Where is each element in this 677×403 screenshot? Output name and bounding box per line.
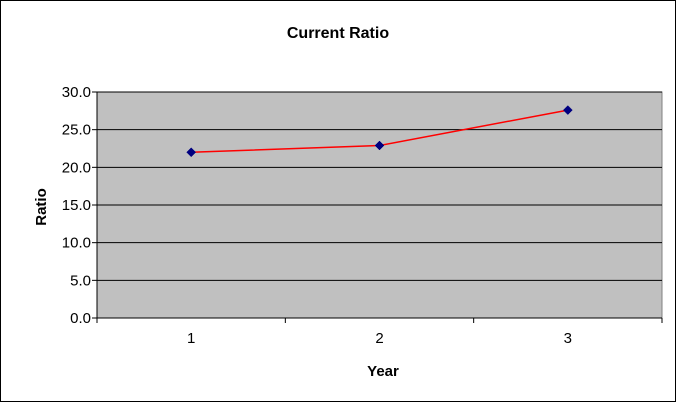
- y-tick-label: 25.0: [62, 122, 91, 139]
- y-tick-label: 30.0: [62, 84, 91, 101]
- gridlines: [97, 91, 662, 281]
- y-tick-label: 20.0: [62, 159, 91, 176]
- x-tick-label: 2: [375, 330, 383, 347]
- series-group: [186, 105, 573, 158]
- y-tick-label: 5.0: [70, 272, 91, 289]
- x-axis: 1 2 3: [96, 317, 663, 347]
- data-point-marker: [562, 105, 573, 115]
- x-tick-label: 1: [187, 330, 195, 347]
- x-axis-title: Year: [367, 363, 399, 380]
- x-tick-label: 3: [564, 330, 572, 347]
- data-point-marker: [186, 147, 197, 158]
- y-tick-label: 15.0: [62, 197, 91, 214]
- y-axis-title: Ratio: [33, 188, 50, 226]
- data-point-marker: [374, 140, 385, 151]
- chart-title: Current Ratio: [287, 25, 389, 42]
- y-tick-label: 0.0: [70, 310, 91, 327]
- y-tick-label: 10.0: [62, 235, 91, 252]
- y-axis: 0.0 5.0 10.0 15.0 20.0 25.0 30.0: [62, 84, 98, 327]
